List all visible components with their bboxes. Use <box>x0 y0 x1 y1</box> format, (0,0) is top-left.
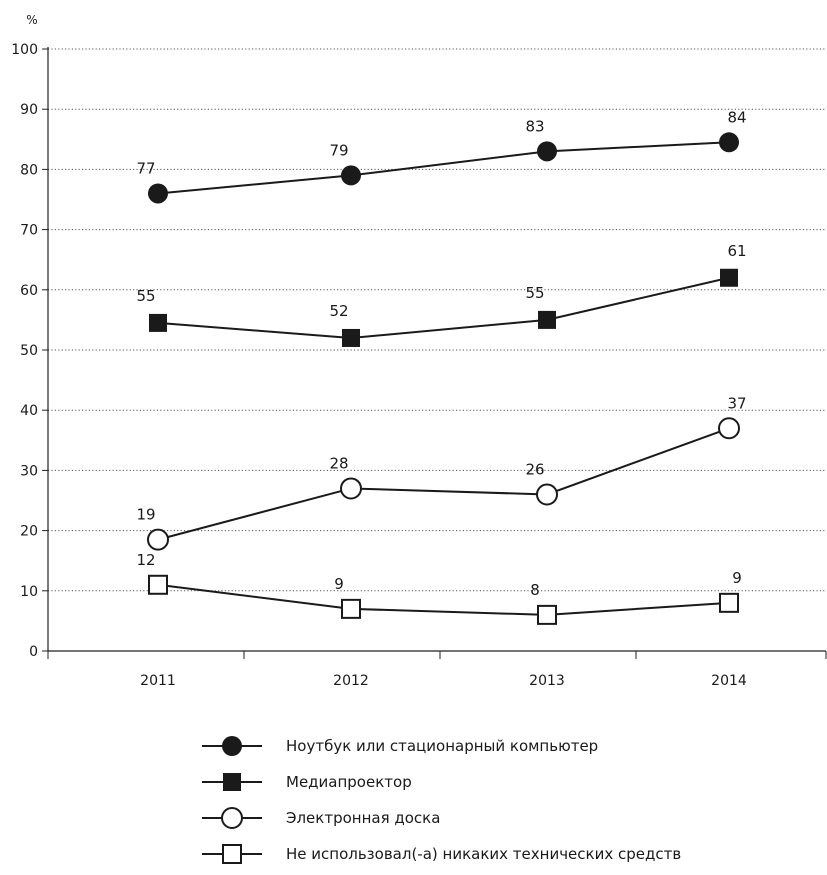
gridlines <box>48 48 826 592</box>
data-point <box>719 132 739 153</box>
data-label: 77 <box>136 159 155 177</box>
data-labels: 77 79 83 84 55 52 55 61 19 28 26 37 12 9 8 9 <box>136 108 746 599</box>
data-point <box>718 417 740 440</box>
y-tick-label: 80 <box>20 162 38 178</box>
y-tick-label: 70 <box>20 223 38 239</box>
legend-swatch <box>202 844 262 864</box>
y-tick-label: 20 <box>20 524 38 540</box>
legend-swatch <box>202 807 262 829</box>
legend-item: Ноутбук или стационарный компьютер <box>200 728 681 764</box>
data-point <box>537 141 557 162</box>
data-label: 55 <box>525 284 544 302</box>
legend-label: Медиапроектор <box>286 773 412 791</box>
x-tick-label: 2012 <box>333 673 369 689</box>
data-point <box>149 313 167 332</box>
data-point <box>148 574 168 595</box>
series-4 <box>148 574 739 625</box>
data-label: 19 <box>136 506 155 524</box>
y-tick-label: 90 <box>20 102 38 118</box>
data-point <box>537 604 557 625</box>
data-point <box>148 183 168 204</box>
series-3 <box>147 417 740 551</box>
legend: Ноутбук или стационарный компьютер Медиап… <box>200 728 681 872</box>
y-tick-label: 60 <box>20 283 38 299</box>
data-label: 26 <box>525 460 544 478</box>
y-axis-unit-label: % <box>26 13 37 27</box>
data-point <box>720 268 738 287</box>
y-tick-label: 0 <box>29 644 38 660</box>
legend-item: Электронная доска <box>200 800 681 836</box>
y-tick-label: 30 <box>20 463 38 479</box>
y-tick-label: 10 <box>20 584 38 600</box>
legend-label: Не использовал(-а) никаких технических с… <box>286 845 682 863</box>
data-point <box>342 328 360 347</box>
legend-swatch <box>202 773 262 791</box>
data-label: 79 <box>329 141 348 159</box>
legend-marker <box>223 773 241 791</box>
legend-marker <box>222 844 242 864</box>
x-tick-label: 2011 <box>140 673 176 689</box>
data-label: 83 <box>525 117 544 135</box>
data-label: 55 <box>136 287 155 305</box>
data-label: 61 <box>727 242 746 260</box>
data-point <box>340 477 362 500</box>
legend-label: Ноутбук или стационарный компьютер <box>286 737 599 755</box>
x-tick-label: 2013 <box>529 673 565 689</box>
data-point <box>341 598 361 619</box>
data-label: 8 <box>530 581 540 599</box>
series-1 <box>148 132 739 204</box>
legend-item: Медиапроектор <box>200 764 681 800</box>
series-line <box>157 427 730 541</box>
data-point <box>719 592 739 613</box>
legend-item: Не использовал(-а) никаких технических с… <box>200 836 681 872</box>
series-line <box>157 583 730 616</box>
legend-marker <box>221 807 243 829</box>
data-point <box>341 165 361 186</box>
series-line <box>157 276 730 339</box>
series-2 <box>149 268 738 347</box>
x-tick-label: 2014 <box>711 673 747 689</box>
data-label: 28 <box>329 454 348 472</box>
series-line <box>157 141 730 195</box>
y-tick-label: 100 <box>11 42 38 58</box>
data-label: 52 <box>329 302 348 320</box>
data-label: 12 <box>136 551 155 569</box>
data-label: 37 <box>727 394 746 412</box>
legend-label: Электронная доска <box>286 809 441 827</box>
y-tick-label: 40 <box>20 403 38 419</box>
legend-swatch <box>202 736 262 756</box>
data-point <box>147 528 169 551</box>
axes: 0 10 20 30 40 50 60 70 80 90 100% 2011 2012 2013 2014 <box>11 13 827 689</box>
legend-marker <box>222 736 242 756</box>
data-label: 84 <box>727 108 746 126</box>
data-label: 9 <box>732 569 742 587</box>
data-point <box>538 310 556 329</box>
y-tick-label: 50 <box>20 343 38 359</box>
data-point <box>536 483 558 506</box>
series-group <box>147 132 740 625</box>
data-label: 9 <box>334 575 344 593</box>
